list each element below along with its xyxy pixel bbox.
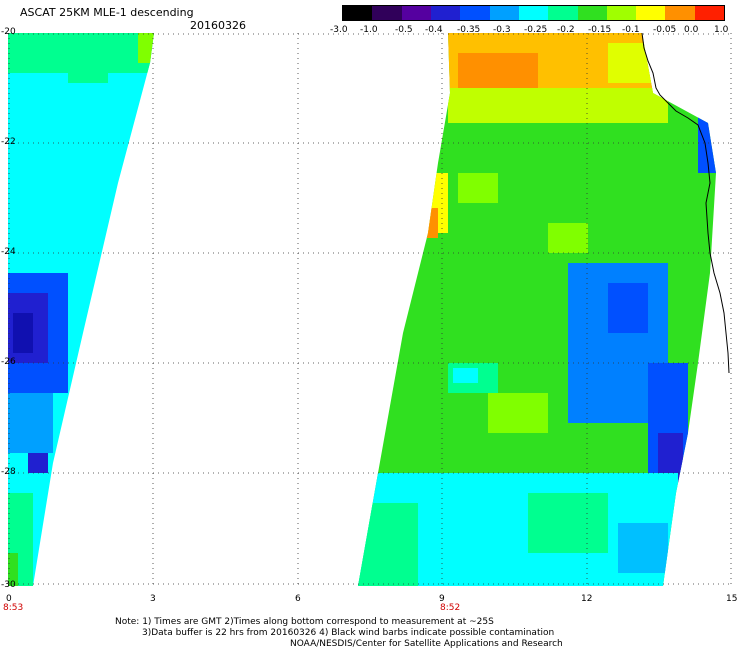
color-scale-segment (430, 6, 461, 20)
color-scale-segment (606, 6, 637, 20)
color-scale-segment (577, 6, 607, 20)
colorbar-tick: -0.4 (425, 25, 443, 35)
note-line-3: NOAA/NESDIS/Center for Satellite Applica… (290, 639, 563, 649)
note-line-2: 3)Data buffer is 22 hrs from 20160326 4)… (142, 628, 555, 638)
x-tick-label: 9 (439, 594, 445, 604)
color-scale-bar (342, 5, 725, 21)
colorbar-tick: -0.05 (653, 25, 677, 35)
color-scale-segment (401, 6, 431, 20)
colorbar-tick: 0.0 (684, 25, 699, 35)
map-date: 20160326 (190, 19, 246, 32)
y-tick-label: -30 (1, 580, 16, 590)
swath-right (358, 33, 716, 586)
pass-time-label: 8:53 (3, 603, 24, 613)
x-tick-label: 15 (726, 594, 738, 604)
colorbar-tick: -0.5 (395, 25, 413, 35)
y-tick-label: -22 (1, 137, 16, 147)
colorbar-tick: 1.0 (714, 25, 729, 35)
x-tick-label: 3 (150, 594, 156, 604)
x-tick-label: 6 (295, 594, 301, 604)
colorbar-tick: -0.3 (493, 25, 511, 35)
pass-time-label: 8:52 (440, 603, 461, 613)
note-line-1: Note: 1) Times are GMT 2)Times along bot… (115, 617, 494, 627)
y-tick-label: -26 (1, 357, 16, 367)
color-scale-segment (636, 6, 666, 20)
x-tick-label: 12 (581, 594, 593, 604)
y-tick-label: -20 (1, 27, 16, 37)
y-tick-label: -24 (1, 247, 16, 257)
grid-lines (8, 33, 733, 586)
color-scale-segment (665, 6, 695, 20)
color-scale-segment (548, 6, 578, 20)
colorbar-tick: -0.2 (557, 25, 575, 35)
color-scale-tick-labels: -3.0 -1.0 -0.5 -0.4 -0.35 -0.3 -0.25 -0.… (330, 25, 740, 37)
swath-map (8, 33, 733, 586)
color-scale-segment (694, 6, 725, 20)
color-scale-segment (372, 6, 402, 20)
x-tick-label: 0 (6, 594, 12, 604)
colorbar-tick: -0.25 (524, 25, 548, 35)
map-title: ASCAT 25KM MLE-1 descending (20, 6, 194, 19)
color-scale-segment (343, 6, 373, 20)
colorbar-tick: -0.35 (457, 25, 481, 35)
colorbar-tick: -0.15 (588, 25, 612, 35)
colorbar-tick: -0.1 (622, 25, 640, 35)
color-scale-segment (460, 6, 490, 20)
colorbar-tick: -1.0 (360, 25, 378, 35)
colorbar-tick: -3.0 (330, 25, 348, 35)
coastline (641, 33, 730, 374)
color-scale-segment (489, 6, 519, 20)
y-tick-label: -28 (1, 467, 16, 477)
color-scale-segment (518, 6, 549, 20)
